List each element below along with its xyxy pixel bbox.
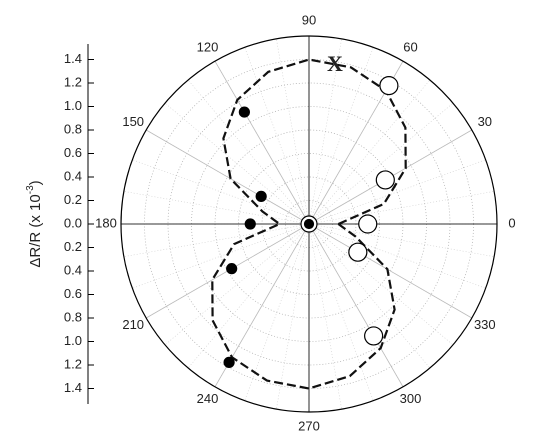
grid-minor	[308, 223, 431, 369]
theta-tick-label: 210	[122, 317, 144, 332]
data-point	[379, 76, 399, 96]
theta-tick-label: 90	[302, 12, 316, 27]
grid-minor	[308, 191, 495, 225]
r-axis-label: ΔR/R (x 10-3)	[25, 180, 44, 267]
r-tick-label: 0.6	[64, 145, 82, 160]
r-tick-label: 0.6	[64, 286, 82, 301]
r-tick-label: 1.0	[64, 98, 82, 113]
r-tick-label: 1.2	[64, 356, 82, 371]
theta-tick-label: 240	[197, 391, 219, 406]
grid-spoke	[308, 223, 404, 388]
data-point	[223, 356, 235, 368]
data-point	[303, 218, 315, 230]
theta-tick-label: 330	[474, 317, 496, 332]
theta-tick-label: 0	[508, 215, 515, 230]
grid-minor	[276, 38, 310, 225]
grid-minor	[132, 223, 310, 289]
r-tick-label: 1.4	[64, 380, 82, 395]
data-point	[255, 190, 267, 202]
grid-minor	[244, 47, 310, 225]
grid-minor	[276, 223, 310, 410]
data-point	[226, 263, 238, 275]
theta-tick-label: 30	[478, 114, 492, 129]
r-tick-label: 0.2	[64, 192, 82, 207]
r-tick-label: 1.0	[64, 333, 82, 348]
r-tick-label: 0.2	[64, 239, 82, 254]
grid-minor	[187, 223, 310, 369]
grid-minor	[308, 102, 454, 225]
r-tick-label: 0.4	[64, 262, 82, 277]
r-tick-label: 0.8	[64, 121, 82, 136]
data-point	[244, 218, 256, 230]
r-tick-label: 0.8	[64, 309, 82, 324]
grid-minor	[308, 223, 495, 257]
r-label-end: )	[27, 180, 44, 185]
r-tick-label: 1.2	[64, 74, 82, 89]
grid-spoke	[145, 129, 310, 225]
theta-tick-label: 270	[298, 418, 320, 433]
grid-minor	[308, 223, 342, 410]
data-point	[358, 214, 378, 234]
r-tick-label: 0.0	[64, 215, 82, 230]
theta-tick-label: 300	[400, 391, 422, 406]
grid-minor	[308, 223, 454, 346]
data-point	[238, 106, 250, 118]
grid-minor	[308, 38, 342, 225]
theta-tick-label: 60	[403, 40, 417, 55]
r-label-main: ΔR/R (x 10	[27, 194, 44, 267]
grid-minor	[308, 223, 486, 289]
grid-minor	[164, 223, 310, 346]
grid-minor	[123, 191, 310, 225]
annotation: X	[327, 51, 343, 76]
theta-tick-label: 150	[122, 114, 144, 129]
theta-tick-label: 180	[95, 215, 117, 230]
r-tick-label: 0.4	[64, 168, 82, 183]
grid-spoke	[308, 223, 473, 319]
grid-minor	[187, 79, 310, 225]
grid-spoke	[214, 60, 310, 225]
grid-minor	[308, 47, 374, 225]
data-point	[348, 242, 368, 262]
r-label-sup: -3	[25, 185, 36, 194]
data-point	[375, 170, 395, 190]
grid-minor	[123, 223, 310, 257]
data-point	[364, 326, 384, 346]
grid-minor	[308, 159, 486, 225]
theta-tick-label: 120	[197, 40, 219, 55]
grid-minor	[308, 79, 431, 225]
r-tick-label: 1.4	[64, 51, 82, 66]
